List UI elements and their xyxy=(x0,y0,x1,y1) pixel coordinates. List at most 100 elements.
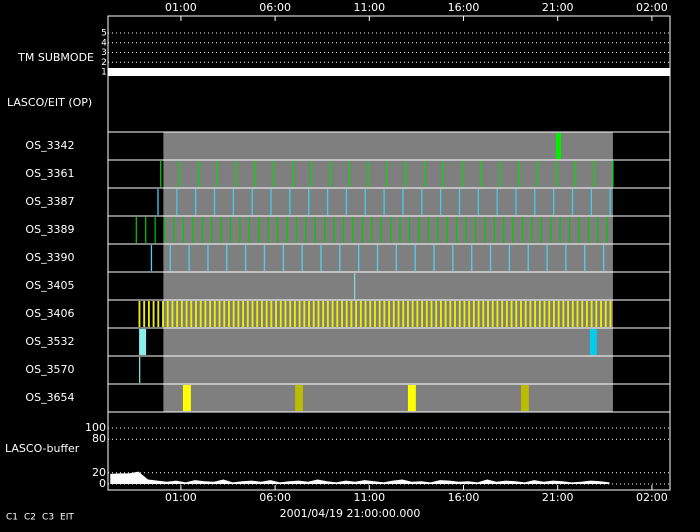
x-tick-label: 21:00 xyxy=(542,1,574,14)
event xyxy=(211,217,213,243)
submode-tick-label: 5 xyxy=(101,29,107,39)
event xyxy=(501,301,504,327)
event xyxy=(179,161,181,187)
x-tick-label: 11:00 xyxy=(353,1,385,14)
event xyxy=(390,217,392,243)
event xyxy=(405,161,407,187)
event xyxy=(267,217,269,243)
event xyxy=(433,245,435,271)
event xyxy=(540,217,542,243)
event xyxy=(339,245,341,271)
event xyxy=(284,301,287,327)
event xyxy=(477,301,480,327)
submode-bar xyxy=(108,68,670,76)
row-label: OS_3389 xyxy=(25,223,74,236)
event xyxy=(559,217,561,243)
event xyxy=(303,301,306,327)
event xyxy=(138,301,141,327)
event xyxy=(329,161,331,187)
event xyxy=(414,245,416,271)
event xyxy=(270,301,273,327)
group-label: LASCO/EIT (OP) xyxy=(7,96,92,109)
event xyxy=(496,189,498,215)
event xyxy=(600,301,602,327)
event xyxy=(308,189,310,215)
event xyxy=(378,301,381,327)
event xyxy=(407,385,416,411)
row-label: OS_3570 xyxy=(25,363,74,376)
event xyxy=(355,301,358,327)
event xyxy=(471,245,473,271)
event xyxy=(218,301,221,327)
buffer-tick-label: 80 xyxy=(92,432,106,445)
event xyxy=(265,301,268,327)
event xyxy=(251,301,254,327)
event xyxy=(463,301,466,327)
plot-frame xyxy=(107,15,671,491)
x-tick-label: 06:00 xyxy=(259,1,291,14)
submode-label: TM SUBMODE xyxy=(17,51,94,64)
event xyxy=(496,301,499,327)
event xyxy=(556,133,562,159)
event xyxy=(275,301,277,327)
event xyxy=(571,189,574,215)
event xyxy=(324,217,326,243)
event xyxy=(152,301,155,327)
event xyxy=(411,301,414,327)
x-tick-label: 16:00 xyxy=(448,1,480,14)
submode-tick-label: 4 xyxy=(101,38,107,48)
event xyxy=(358,245,360,271)
event xyxy=(322,301,325,327)
event xyxy=(345,189,348,215)
event xyxy=(597,217,599,243)
event xyxy=(331,301,334,327)
event xyxy=(581,301,584,327)
event xyxy=(550,217,552,243)
event xyxy=(493,217,495,243)
event xyxy=(273,161,275,187)
x-tick-label: 16:00 xyxy=(448,491,480,504)
event xyxy=(147,301,150,327)
row-label: OS_3342 xyxy=(25,139,74,152)
event xyxy=(235,161,237,187)
event xyxy=(282,245,284,271)
event xyxy=(182,217,184,243)
event xyxy=(567,301,570,327)
event xyxy=(157,189,159,215)
legend-entry: C3 xyxy=(42,513,54,523)
event xyxy=(518,161,520,187)
row-label: OS_3387 xyxy=(25,195,74,208)
event xyxy=(449,301,452,327)
event xyxy=(171,301,174,327)
event xyxy=(207,245,209,271)
event xyxy=(439,301,442,327)
row-label: OS_3361 xyxy=(25,167,74,180)
event xyxy=(427,217,429,243)
event xyxy=(557,301,560,327)
event xyxy=(465,217,467,243)
event xyxy=(527,245,529,271)
event xyxy=(383,189,385,215)
event xyxy=(154,217,156,243)
event xyxy=(139,329,147,355)
legend-entry: C2 xyxy=(24,513,36,523)
event xyxy=(534,301,537,327)
event xyxy=(521,217,524,243)
event xyxy=(439,189,442,215)
event xyxy=(320,245,322,271)
event xyxy=(251,189,253,215)
event xyxy=(223,301,226,327)
event xyxy=(584,245,586,271)
event xyxy=(442,161,444,187)
event xyxy=(454,301,456,327)
x-tick-label: 01:00 xyxy=(165,491,197,504)
event xyxy=(188,245,190,271)
event xyxy=(590,301,593,327)
event xyxy=(145,217,147,243)
event xyxy=(515,301,518,327)
event xyxy=(458,189,461,215)
event xyxy=(176,301,179,327)
row-label: OS_3654 xyxy=(25,391,74,404)
event xyxy=(531,217,533,243)
event xyxy=(176,189,178,215)
